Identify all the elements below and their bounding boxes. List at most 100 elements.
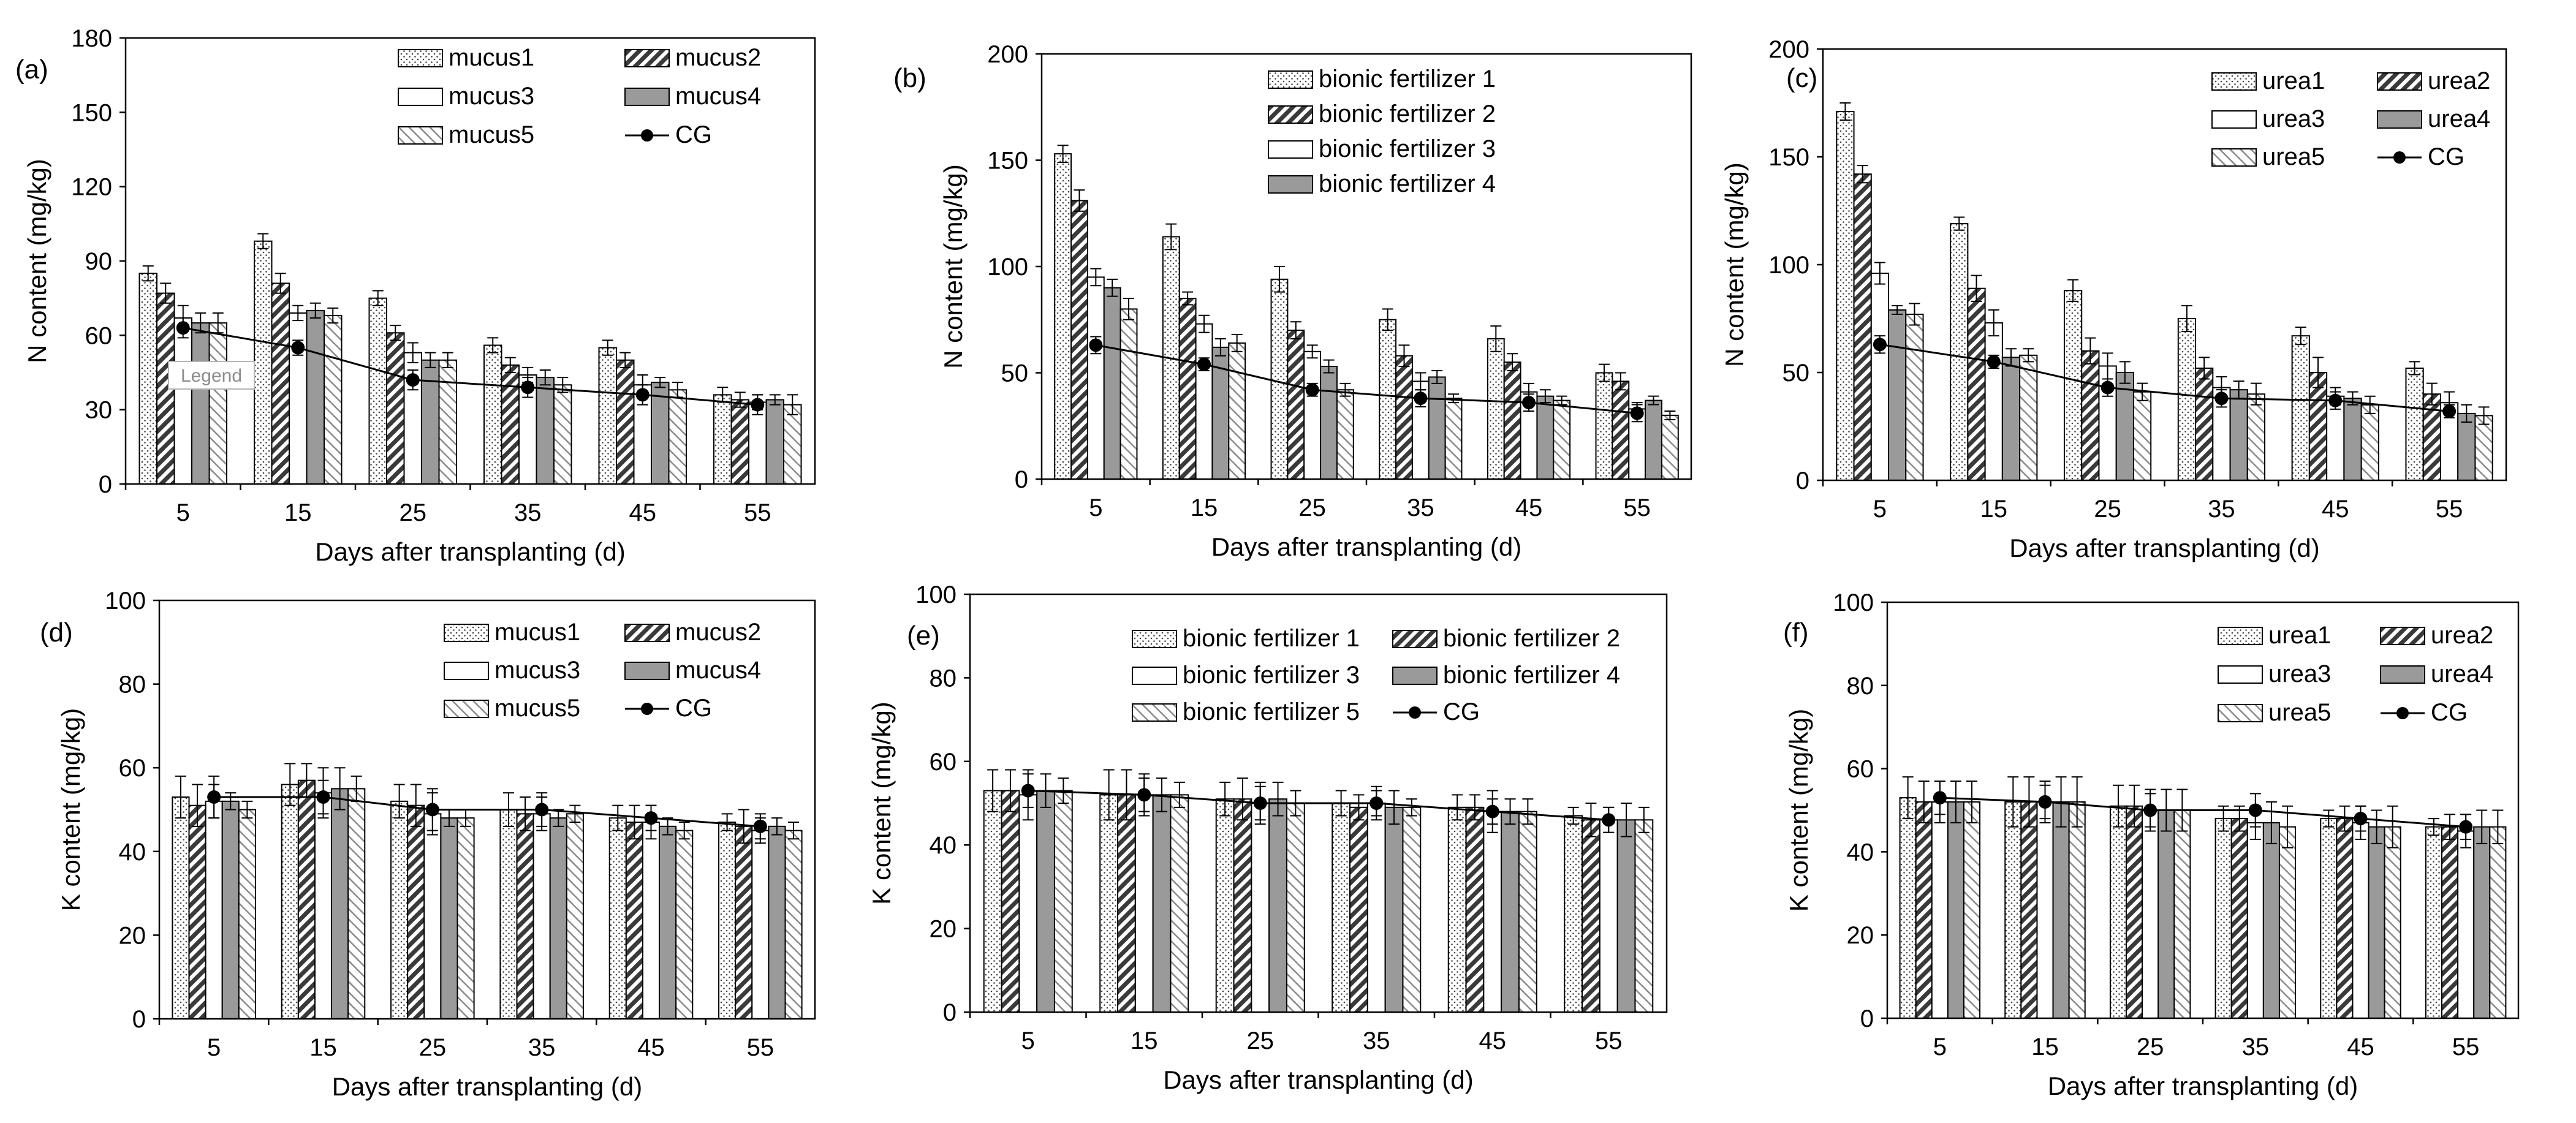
bar xyxy=(1270,278,1289,480)
bar xyxy=(2036,801,2054,1019)
bar xyxy=(2474,415,2493,482)
bar xyxy=(1599,819,1618,1013)
legend-label: bionic fertilizer 5 xyxy=(1183,698,1360,725)
legend-marker xyxy=(1409,706,1421,719)
legend: mucus1 mucus2 mucus3 mucus4 mucus5 CG xyxy=(398,44,761,148)
y-tick-label: 60 xyxy=(119,755,146,782)
x-tick-label: 45 xyxy=(1515,494,1543,521)
bar xyxy=(407,804,425,1020)
bar xyxy=(347,788,366,1019)
legend-label: mucus2 xyxy=(675,44,761,71)
y-tick-label: 60 xyxy=(1847,756,1874,783)
x-tick-label: 5 xyxy=(176,499,190,526)
panel-label: (c) xyxy=(1786,63,1817,93)
y-tick-label: 150 xyxy=(1768,144,1809,171)
legend-label: CG xyxy=(2428,143,2464,170)
bar xyxy=(438,359,457,485)
y-tick-label: 180 xyxy=(71,25,112,52)
cg-point xyxy=(1021,784,1035,798)
cg-point xyxy=(535,803,549,817)
cg-point xyxy=(2328,393,2343,407)
bar xyxy=(730,399,749,485)
bar xyxy=(1336,389,1354,480)
bar xyxy=(566,813,584,1019)
bar xyxy=(1286,803,1305,1013)
legend-label: mucus1 xyxy=(449,44,534,71)
legend-swatch xyxy=(2211,72,2257,91)
legend-label: bionic fertilizer 1 xyxy=(1319,66,1496,93)
x-tick-label: 45 xyxy=(2322,496,2349,523)
bar xyxy=(1054,153,1072,480)
legend-swatch xyxy=(398,88,443,106)
bar xyxy=(1487,338,1505,480)
bar xyxy=(2489,826,2507,1019)
legend: mucus1 mucus2 mucus3 mucus4 mucus5 CG xyxy=(444,619,761,722)
bar xyxy=(1215,798,1235,1013)
x-tick-label: 25 xyxy=(419,1034,447,1061)
legend-label: bionic fertilizer 3 xyxy=(1183,662,1360,689)
legend-swatch xyxy=(2377,72,2422,91)
legend-swatch xyxy=(1392,667,1438,685)
bar xyxy=(2142,809,2159,1019)
bar xyxy=(1634,819,1654,1013)
y-axis-label: N content (mg/kg) xyxy=(23,159,51,363)
bar xyxy=(1967,287,1986,481)
x-axis-label: Days after transplanting (d) xyxy=(332,1072,643,1101)
legend-swatch xyxy=(1268,175,1313,194)
y-tick-label: 100 xyxy=(1768,252,1809,279)
watermark-box xyxy=(168,361,255,390)
legend-swatch xyxy=(1268,140,1313,159)
cg-point xyxy=(425,803,439,817)
legend-label: mucus3 xyxy=(449,83,534,110)
bar xyxy=(1001,790,1020,1013)
x-tick-label: 55 xyxy=(744,499,771,526)
bar xyxy=(499,809,518,1019)
y-tick-label: 0 xyxy=(99,471,112,498)
bar xyxy=(983,790,1002,1013)
watermark: Legend xyxy=(168,361,255,390)
legend-label: bionic fertilizer 1 xyxy=(1183,625,1360,652)
bar xyxy=(1582,819,1601,1013)
panel-label: (a) xyxy=(15,55,48,85)
y-tick-label: 40 xyxy=(930,832,957,859)
y-axis-label: N content (mg/kg) xyxy=(1720,162,1749,367)
legend-swatch xyxy=(624,624,670,642)
bar xyxy=(2457,830,2475,1019)
bar xyxy=(324,314,343,485)
cg-point xyxy=(1873,338,1887,352)
bar xyxy=(2230,818,2248,1019)
y-tick-label: 20 xyxy=(930,916,957,943)
bar xyxy=(1303,350,1322,480)
y-tick-label: 0 xyxy=(1860,1005,1874,1032)
legend-label: mucus4 xyxy=(675,83,761,110)
bar xyxy=(2343,398,2362,481)
bar xyxy=(238,809,256,1019)
legend-swatch xyxy=(398,126,443,145)
panel-label: (f) xyxy=(1783,618,1809,648)
bar xyxy=(314,792,333,1020)
bar xyxy=(2384,826,2401,1019)
bar xyxy=(1465,806,1485,1013)
legend-label: mucus4 xyxy=(675,657,761,684)
y-tick-label: 150 xyxy=(71,99,112,126)
bar xyxy=(1931,801,1949,1019)
bar xyxy=(625,821,643,1019)
cg-line xyxy=(1879,343,2450,412)
bar xyxy=(1287,330,1305,480)
bar xyxy=(2246,822,2264,1019)
bar xyxy=(205,800,223,1019)
legend-marker xyxy=(2396,707,2409,719)
legend-swatch xyxy=(2218,665,2263,684)
cg-point xyxy=(176,321,190,335)
y-tick-label: 0 xyxy=(132,1006,146,1033)
legend-label: urea4 xyxy=(2428,105,2490,132)
bar xyxy=(1366,803,1386,1013)
bar xyxy=(281,784,299,1020)
bar xyxy=(1428,376,1446,480)
legend-swatch xyxy=(2380,665,2425,684)
bar xyxy=(516,813,534,1019)
cg-point xyxy=(1522,396,1536,410)
bar xyxy=(421,359,440,485)
bar xyxy=(1384,806,1404,1013)
x-axis-label: Days after transplanting (d) xyxy=(1163,1065,1474,1094)
